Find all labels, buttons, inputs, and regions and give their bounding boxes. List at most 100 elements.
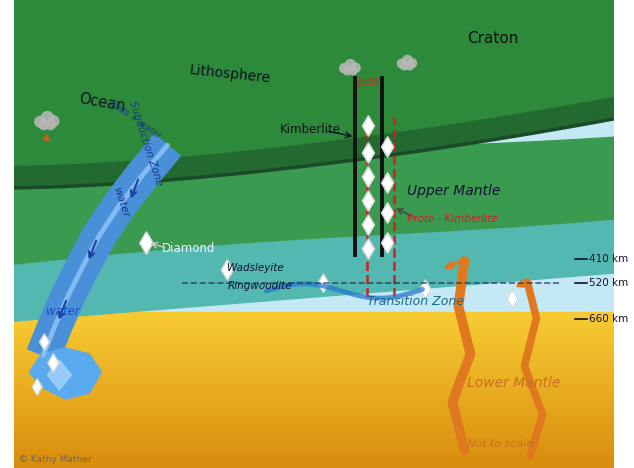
Text: JUc29: JUc29 [358, 78, 379, 87]
Circle shape [403, 55, 412, 65]
Bar [15, 378, 614, 382]
Polygon shape [28, 134, 180, 361]
Text: © Kathy Mather: © Kathy Mather [19, 455, 92, 464]
Circle shape [408, 59, 417, 67]
Circle shape [351, 63, 360, 73]
Bar [15, 386, 614, 390]
Polygon shape [48, 354, 59, 372]
Polygon shape [221, 260, 233, 280]
Text: Diamond: Diamond [162, 242, 215, 255]
Polygon shape [382, 137, 394, 157]
Bar [15, 320, 614, 324]
Circle shape [398, 59, 406, 68]
Text: Craton: Craton [467, 31, 519, 46]
Bar [15, 366, 614, 371]
Text: Seds + water: Seds + water [107, 98, 162, 140]
Text: Ringwoodite: Ringwoodite [228, 281, 292, 291]
Circle shape [343, 67, 351, 75]
Bar [15, 355, 614, 359]
Text: Subduction Zone: Subduction Zone [127, 99, 164, 187]
Bar [15, 398, 614, 402]
Polygon shape [32, 379, 42, 395]
Polygon shape [507, 290, 518, 308]
Bar [15, 328, 614, 331]
Text: Lower Mantle: Lower Mantle [467, 376, 561, 390]
Bar [15, 331, 614, 336]
Text: Not to scale: Not to scale [467, 439, 534, 449]
Polygon shape [15, 137, 614, 264]
Circle shape [35, 117, 46, 127]
Bar [15, 359, 614, 363]
Polygon shape [382, 203, 394, 223]
Bar [15, 339, 614, 343]
Circle shape [41, 111, 53, 124]
Polygon shape [382, 233, 394, 253]
Bar [15, 312, 614, 316]
Polygon shape [363, 143, 375, 163]
Polygon shape [39, 334, 49, 350]
Polygon shape [15, 0, 614, 165]
Bar [15, 316, 614, 320]
Polygon shape [420, 280, 431, 299]
Text: Lithosphere: Lithosphere [188, 63, 271, 86]
Bar [15, 464, 614, 468]
Bar [15, 336, 614, 339]
Bar [15, 363, 614, 366]
Bar [15, 460, 614, 464]
Bar [15, 390, 614, 394]
Bar [15, 453, 614, 456]
Bar [15, 456, 614, 460]
Bar [15, 441, 614, 445]
Text: 410 km: 410 km [589, 254, 628, 264]
Polygon shape [140, 232, 153, 254]
Text: 660 km: 660 km [589, 314, 628, 324]
Circle shape [340, 64, 349, 73]
Circle shape [401, 62, 408, 70]
Polygon shape [363, 167, 375, 187]
Polygon shape [363, 215, 375, 235]
Polygon shape [363, 116, 375, 136]
Polygon shape [29, 348, 101, 399]
Text: Upper Mantle: Upper Mantle [408, 184, 501, 198]
Polygon shape [318, 274, 329, 292]
Polygon shape [363, 191, 375, 211]
Bar [15, 421, 614, 425]
Bar [15, 417, 614, 421]
Bar [15, 324, 614, 328]
Text: Proto - Kimberlite: Proto - Kimberlite [408, 214, 498, 224]
Bar [15, 343, 614, 347]
Bar [15, 406, 614, 410]
Bar [15, 347, 614, 351]
Circle shape [406, 62, 413, 70]
Bar [15, 433, 614, 437]
Polygon shape [363, 239, 375, 259]
Polygon shape [382, 173, 394, 193]
Bar [15, 413, 614, 417]
Polygon shape [15, 123, 147, 165]
Bar [15, 382, 614, 386]
Bar [15, 448, 614, 453]
Polygon shape [48, 360, 72, 390]
Text: Wadsleyite: Wadsleyite [228, 263, 284, 273]
Text: Transition Zone: Transition Zone [367, 295, 464, 308]
Bar [15, 351, 614, 355]
Circle shape [39, 120, 49, 130]
Bar [15, 374, 614, 378]
Bar [15, 437, 614, 441]
Text: water: water [112, 186, 131, 219]
Bar [15, 425, 614, 429]
Bar [15, 371, 614, 374]
Circle shape [346, 59, 356, 70]
Text: 520 km: 520 km [589, 278, 628, 288]
Bar [15, 410, 614, 413]
Circle shape [349, 67, 357, 75]
Circle shape [48, 116, 59, 127]
Polygon shape [15, 0, 147, 147]
Bar [15, 394, 614, 398]
Bar [15, 445, 614, 448]
Polygon shape [15, 219, 614, 321]
Polygon shape [15, 96, 614, 188]
Text: Ocean: Ocean [77, 91, 126, 114]
Text: Kimberlite: Kimberlite [280, 123, 340, 136]
Text: water: water [46, 305, 79, 318]
